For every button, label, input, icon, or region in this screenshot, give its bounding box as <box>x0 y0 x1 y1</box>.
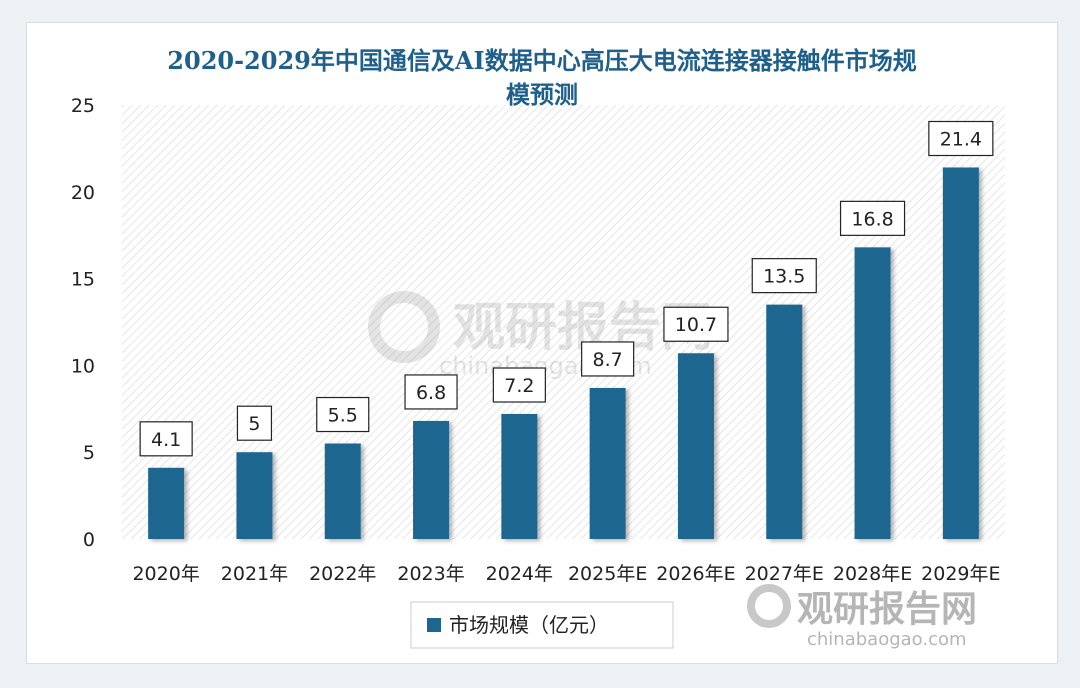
chart-card: 2020-2029年中国通信及AI数据中心高压大电流连接器接触件市场规 模预测 … <box>26 22 1058 664</box>
x-tick-label: 2029年E <box>921 563 1000 585</box>
data-label: 10.7 <box>675 314 717 336</box>
y-tick-label: 20 <box>71 182 95 204</box>
data-label-box <box>316 396 370 433</box>
watermark-logo-icon <box>368 291 440 363</box>
bar <box>854 247 891 540</box>
legend-box <box>410 601 674 649</box>
data-labels: 4.1 5 5.5 6.8 7.2 8.7 10.7 13.5 16.8 21.4 <box>139 120 994 457</box>
bar <box>324 443 361 539</box>
data-label-box <box>139 421 193 457</box>
watermark-brand-corner: 观研报告网 <box>797 589 977 630</box>
data-label: 13.5 <box>763 266 805 288</box>
x-tick-label: 2024年 <box>486 563 553 585</box>
chart: 2020-2029年中国通信及AI数据中心高压大电流连接器接触件市场规 模预测 … <box>71 46 1005 650</box>
y-tick-label: 10 <box>71 355 95 377</box>
data-label-box <box>928 120 994 157</box>
y-axis: 0 5 10 15 20 25 <box>71 95 95 551</box>
data-label: 7.2 <box>504 375 534 397</box>
bar <box>677 353 714 539</box>
data-label-box <box>236 405 273 441</box>
data-label: 21.4 <box>940 128 982 150</box>
data-label: 16.8 <box>851 208 893 230</box>
data-label-box <box>581 341 635 377</box>
legend: 市场规模（亿元） <box>410 601 674 649</box>
watermark-logo-icon <box>747 584 791 628</box>
x-tick-label: 2021年 <box>221 563 288 585</box>
chart-title-line-1: 2020-2029年中国通信及AI数据中心高压大电流连接器接触件市场规 <box>167 46 916 75</box>
data-label: 6.8 <box>416 382 446 404</box>
x-tick-label: 2023年 <box>397 563 464 585</box>
data-label: 5 <box>248 413 260 435</box>
x-tick-label: 2025年E <box>568 563 647 585</box>
x-tick-label: 2022年 <box>309 563 376 585</box>
legend-swatch <box>427 618 441 632</box>
data-label: 4.1 <box>151 429 181 451</box>
x-tick-label: 2027年E <box>745 563 824 585</box>
chart-title-line-2: 模预测 <box>506 80 578 109</box>
bar <box>942 167 979 539</box>
bar <box>501 414 538 539</box>
y-tick-label: 15 <box>71 269 95 291</box>
data-label: 5.5 <box>328 405 358 427</box>
x-tick-label: 2028年E <box>833 563 912 585</box>
y-tick-label: 25 <box>71 95 95 117</box>
data-label-box <box>492 367 546 403</box>
watermark-url-corner: chinabaogao.com <box>807 629 967 650</box>
corner-watermark: 观研报告网 chinabaogao.com <box>747 584 977 650</box>
data-label-box <box>751 258 817 294</box>
data-label-box <box>663 306 729 342</box>
x-tick-label: 2020年 <box>132 563 199 585</box>
y-tick-label: 0 <box>83 529 95 551</box>
x-axis: 2020年 2021年 2022年 2023年 2024年 2025年E 2026年E 202… <box>132 563 1000 585</box>
legend-label: 市场规模（亿元） <box>449 613 609 637</box>
bars <box>148 167 979 540</box>
bar <box>148 467 185 539</box>
bar <box>766 304 803 539</box>
x-tick-label: 2026年E <box>656 563 735 585</box>
data-label-box <box>839 200 906 236</box>
y-tick-label: 5 <box>83 442 95 464</box>
data-label: 8.7 <box>593 349 623 371</box>
bar <box>589 387 626 539</box>
data-label-box <box>404 374 458 410</box>
bar <box>236 452 273 539</box>
bar <box>413 420 450 539</box>
